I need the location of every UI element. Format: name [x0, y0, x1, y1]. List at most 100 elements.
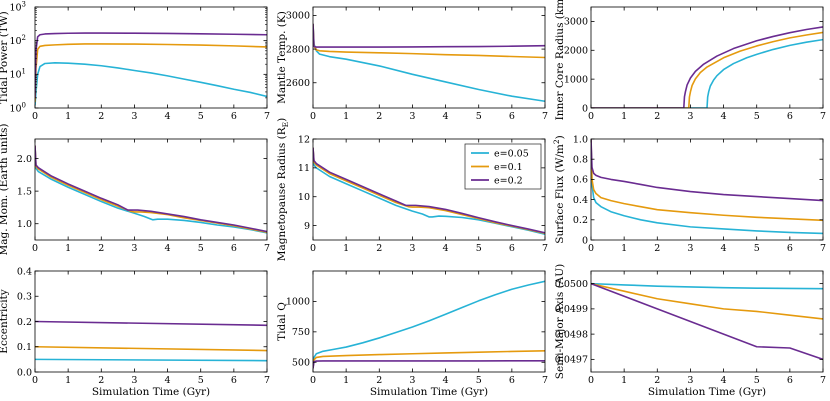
x-tick-label: 5 [754, 111, 760, 122]
series-line-e-0-1 [313, 350, 545, 369]
series-line-e-0-1 [591, 139, 823, 222]
x-tick-label: 5 [476, 243, 482, 254]
y-tick-label: 0 [582, 103, 588, 114]
series-line-e-0-1 [591, 31, 823, 108]
y-tick-label: 0.6 [573, 175, 588, 186]
x-tick-label: 4 [165, 375, 171, 386]
x-tick-label: 4 [721, 243, 727, 254]
x-tick-label: 5 [754, 375, 760, 386]
x-tick-label: 5 [476, 375, 482, 386]
x-tick-label: 3 [409, 375, 415, 386]
series-line-e-0-1 [313, 23, 545, 59]
y-axis-label: Magnetopause Radius (RE) [276, 118, 290, 262]
series-line-e-0-05 [35, 145, 267, 234]
x-tick-label: 4 [721, 111, 727, 122]
y-tick-label: 1.0 [17, 219, 32, 230]
x-tick-label: 2 [654, 243, 660, 254]
series-line-e-0-05 [35, 62, 267, 106]
y-tick-label: 0.8 [573, 155, 588, 166]
x-tick-label: 7 [820, 111, 826, 122]
x-tick-label: 6 [231, 243, 237, 254]
y-tick-label: 0.3 [17, 292, 32, 303]
y-axis-label: Tidal Power (TW) [0, 11, 10, 104]
x-tick-label: 6 [787, 375, 793, 386]
y-tick-label: 1.5 [17, 186, 32, 197]
x-tick-label: 2 [98, 243, 104, 254]
y-tick-label: 0.0497 [555, 355, 588, 366]
y-tick-label: 0 [582, 235, 588, 246]
x-tick-label: 1 [65, 375, 71, 386]
y-tick-label: 1.0 [573, 134, 588, 145]
y-tick-label: 9 [304, 221, 310, 232]
x-tick-label: 4 [443, 111, 449, 122]
y-tick-label: 2800 [286, 44, 310, 55]
y-axis-label: Tidal Q [276, 302, 288, 341]
x-tick-label: 0 [588, 243, 594, 254]
x-tick-label: 4 [443, 375, 449, 386]
y-tick-label: 1000 [286, 297, 310, 308]
legend-entry: e=0.05 [494, 149, 529, 160]
x-tick-label: 6 [509, 111, 515, 122]
x-tick-label: 0 [310, 243, 316, 254]
series-line-e-0-1 [35, 43, 267, 103]
x-tick-label: 6 [509, 375, 515, 386]
x-tick-label: 1 [343, 111, 349, 122]
chart-panel-9: 0 1 2 3 4 5 6 7 0.0497 0.0498 0.0499 0.0500Semi-Maj… [554, 264, 826, 398]
series-line-e-0-2 [591, 282, 823, 361]
series-line-e-0-2 [313, 23, 545, 48]
y-tick-label: 100 [9, 101, 26, 114]
x-tick-label: 7 [542, 375, 548, 386]
x-tick-label: 5 [198, 375, 204, 386]
axes-frame [34, 138, 268, 241]
x-tick-label: 2 [376, 375, 382, 386]
x-tick-label: 7 [542, 243, 548, 254]
x-tick-label: 3 [131, 243, 137, 254]
x-tick-label: 7 [542, 111, 548, 122]
y-tick-label: 3000 [564, 17, 588, 28]
series-line-e-0-05 [591, 282, 823, 290]
y-tick-label: 500 [292, 358, 310, 369]
series-line-e-0-2 [591, 139, 823, 202]
x-tick-label: 6 [231, 375, 237, 386]
x-tick-label: 0 [588, 375, 594, 386]
x-tick-label: 5 [198, 111, 204, 122]
x-tick-label: 1 [621, 111, 627, 122]
series-line-e-0-05 [313, 280, 545, 369]
x-tick-label: 3 [131, 111, 137, 122]
series-line-e-0-2 [35, 320, 267, 327]
x-tick-label: 0 [310, 111, 316, 122]
series-line-e-0-1 [591, 282, 823, 320]
axes-frame [590, 6, 824, 109]
x-tick-label: 6 [509, 243, 515, 254]
x-tick-label: 2 [376, 111, 382, 122]
y-tick-label: 103 [9, 0, 26, 13]
x-tick-label: 3 [687, 111, 693, 122]
series-line-e-0-05 [591, 139, 823, 235]
x-tick-label: 4 [443, 243, 449, 254]
y-tick-label: 0.0499 [555, 304, 588, 315]
x-tick-label: 7 [264, 111, 270, 122]
y-tick-label: 101 [9, 68, 26, 81]
x-tick-label: 4 [165, 111, 171, 122]
y-tick-label: 3000 [286, 11, 310, 22]
y-axis-label: Inner Core Radius (km) [554, 0, 566, 120]
y-axis-label: Eccentricity [0, 289, 10, 353]
axes-frame [590, 138, 824, 241]
x-tick-label: 2 [654, 111, 660, 122]
y-tick-label: 0.0498 [555, 329, 588, 340]
series-line-e-0-05 [35, 358, 267, 362]
series-line-e-0-05 [591, 38, 823, 108]
legend: e=0.05 e=0.1 e=0.2 [464, 143, 542, 190]
chart-panel-7: 0 1 2 3 4 5 6 7 0.0 0.1 0.2 0.3 0.4 Eccentricity Simul… [0, 266, 270, 398]
x-axis-label: Simulation Time (Gyr) [92, 386, 210, 398]
x-tick-label: 1 [65, 111, 71, 122]
x-tick-label: 2 [98, 375, 104, 386]
y-axis-label: Semi-Major Axis (AU) [554, 264, 566, 379]
series-line-e-0-05 [313, 23, 545, 103]
chart-panel-6: 0 1 2 3 4 5 6 7 0 0.2 0.4 0.6 0.8 1.0 Surface Flux (W/… [552, 134, 826, 254]
